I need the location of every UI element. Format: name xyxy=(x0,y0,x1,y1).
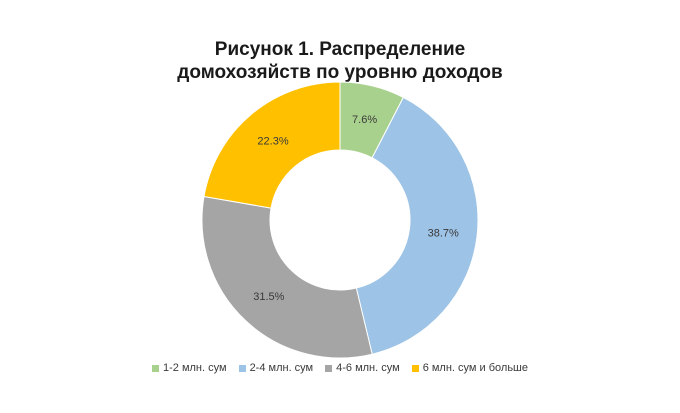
chart-title-line-1: Рисунок 1. Распределение xyxy=(214,39,466,60)
chart-legend: 1-2 млн. сум 2-4 млн. сум 4-6 млн. сум 6 мл… xyxy=(0,362,680,374)
chart-title-line-2: домохозяйств по уровню доходов xyxy=(177,62,503,83)
legend-swatch-4 xyxy=(411,364,419,372)
donut-slice-3 xyxy=(201,195,373,359)
legend-item-1: 1-2 млн. сум xyxy=(152,362,227,374)
slice-label-4: 22.3% xyxy=(257,135,288,147)
legend-item-4: 6 млн. сум и больше xyxy=(411,362,528,374)
legend-swatch-1 xyxy=(152,364,159,372)
legend-label-3: 4-6 млн. сум xyxy=(336,362,400,374)
donut-slice-4 xyxy=(203,81,341,209)
slice-label-2: 38.7% xyxy=(428,228,459,240)
legend-label-1: 1-2 млн. сум xyxy=(163,362,227,374)
donut-slice-2 xyxy=(355,96,479,355)
legend-swatch-3 xyxy=(325,364,333,372)
chart-title: Рисунок 1. Распределение домохозяйств по… xyxy=(0,38,680,84)
legend-swatch-2 xyxy=(238,364,246,372)
legend-item-3: 4-6 млн. сум xyxy=(325,362,400,374)
legend-label-2: 2-4 млн. сум xyxy=(249,362,314,374)
legend-item-2: 2-4 млн. сум xyxy=(238,362,314,374)
legend-label-4: 6 млн. сум и больше xyxy=(422,362,528,374)
slice-label-1: 7.6% xyxy=(352,114,377,126)
slice-label-3: 31.5% xyxy=(253,291,284,303)
